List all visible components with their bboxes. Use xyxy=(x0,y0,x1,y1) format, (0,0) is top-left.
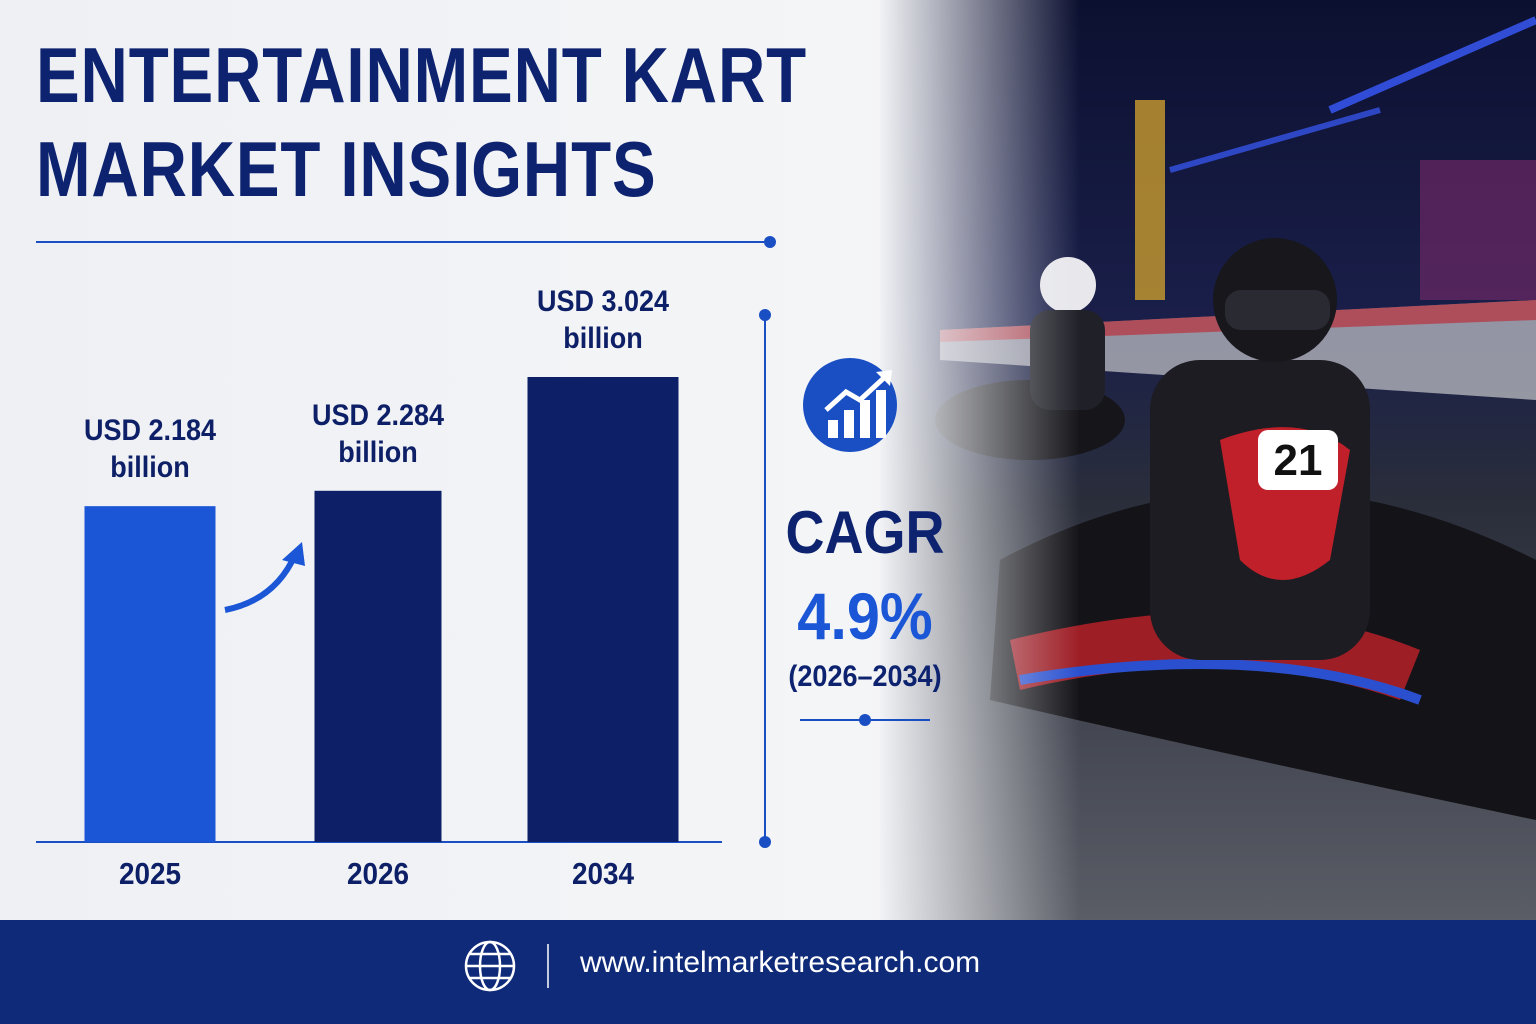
bar xyxy=(314,490,442,842)
icon-trend xyxy=(824,374,888,412)
divider-dot xyxy=(759,836,771,848)
arrow-head xyxy=(282,542,305,566)
globe-icon xyxy=(464,940,516,992)
cagr-label: CAGR xyxy=(785,499,945,566)
x-tick-label: 2034 xyxy=(571,856,635,891)
cagr-value: 4.9% xyxy=(797,579,933,653)
value-label: USD 3.024 billion xyxy=(536,285,670,355)
footer-band xyxy=(0,920,1536,1024)
value-label: USD 2.184 billion xyxy=(83,414,217,485)
kart-number: 21 xyxy=(1274,436,1323,485)
cagr-period: (2026–2034) xyxy=(788,660,942,693)
rule-dot xyxy=(764,236,776,248)
x-tick-label: 2025 xyxy=(118,856,182,891)
growth-arrow xyxy=(224,553,298,613)
divider-dot xyxy=(759,309,771,321)
footer-url: www.intelmarketresearch.com xyxy=(580,946,981,979)
chart-title: ENTERTAINMENT KART MARKET INSIGHTS xyxy=(36,31,807,213)
icon-arrow xyxy=(876,370,892,386)
icon-bars xyxy=(828,390,886,438)
rule-dot xyxy=(859,714,871,726)
x-tick-label: 2026 xyxy=(346,856,410,891)
cagr-icon xyxy=(803,358,897,452)
bar xyxy=(527,377,679,842)
value-label: USD 2.284 billion xyxy=(311,398,445,469)
bar xyxy=(84,506,216,842)
